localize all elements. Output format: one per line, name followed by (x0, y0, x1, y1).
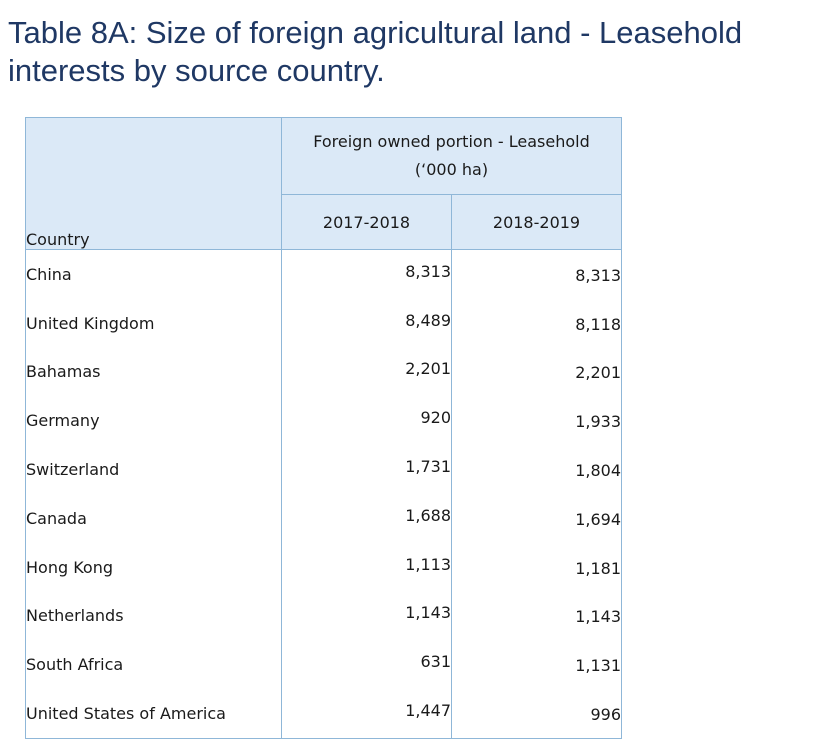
value-cell-2017-2018: 1,143 (281, 591, 452, 641)
table-row: Bahamas 2,201 2,201 (25, 347, 622, 397)
value-cell-2017-2018: 8,489 (281, 298, 452, 348)
group-header-line-2: (‘000 ha) (414, 160, 489, 179)
value-cell-2017-2018: 631 (281, 640, 452, 690)
table-row: South Africa 631 1,131 (25, 640, 622, 690)
value-cell-2018-2019: 8,118 (451, 298, 622, 348)
value-cell-2018-2019: 1,181 (451, 542, 622, 592)
group-header-line-1: Foreign owned portion - Leasehold (313, 132, 590, 151)
value-cell-2018-2019: 1,933 (451, 396, 622, 446)
value-cell-2018-2019: 1,131 (451, 640, 622, 690)
table-row: Netherlands 1,143 1,143 (25, 591, 622, 641)
country-cell: Germany (25, 396, 282, 446)
country-cell: South Africa (25, 640, 282, 690)
page-title: Table 8A: Size of foreign agricultural l… (8, 14, 834, 90)
value-cell-2017-2018: 8,313 (281, 249, 452, 299)
table-row: United Kingdom 8,489 8,118 (25, 298, 622, 348)
value-cell-2018-2019: 2,201 (451, 347, 622, 397)
table-row: Germany 920 1,933 (25, 396, 622, 446)
table-row: Switzerland 1,731 1,804 (25, 445, 622, 494)
value-cell-2018-2019: 1,804 (451, 445, 622, 494)
group-column-header: Foreign owned portion - Leasehold (‘000 … (281, 117, 622, 195)
country-cell: China (25, 249, 282, 299)
value-cell-2018-2019: 1,694 (451, 493, 622, 543)
country-cell: United States of America (25, 689, 282, 739)
value-cell-2017-2018: 1,731 (281, 445, 452, 494)
value-cell-2017-2018: 1,688 (281, 493, 452, 543)
country-cell: Bahamas (25, 347, 282, 397)
value-cell-2017-2018: 1,113 (281, 542, 452, 592)
country-column-header: Country (25, 117, 282, 250)
country-cell: Hong Kong (25, 542, 282, 592)
value-cell-2017-2018: 1,447 (281, 689, 452, 739)
table-row: United States of America 1,447 996 (25, 689, 622, 739)
value-cell-2018-2019: 996 (451, 689, 622, 739)
country-cell: Switzerland (25, 445, 282, 494)
value-cell-2018-2019: 1,143 (451, 591, 622, 641)
year-column-header-2018-2019: 2018-2019 (451, 194, 622, 250)
table-row: China 8,313 8,313 (25, 249, 622, 299)
value-cell-2017-2018: 2,201 (281, 347, 452, 397)
country-cell: Canada (25, 493, 282, 543)
year-column-header-2017-2018: 2017-2018 (281, 194, 452, 250)
value-cell-2017-2018: 920 (281, 396, 452, 446)
table-row: Hong Kong 1,113 1,181 (25, 542, 622, 592)
leasehold-table: Country Foreign owned portion - Leasehol… (25, 117, 622, 739)
title-line-2: interests by source country. (8, 53, 385, 88)
title-line-1: Table 8A: Size of foreign agricultural l… (8, 15, 743, 50)
table-body: China 8,313 8,313 United Kingdom 8,489 8… (25, 249, 622, 739)
table-row: Canada 1,688 1,694 (25, 493, 622, 543)
value-cell-2018-2019: 8,313 (451, 249, 622, 299)
table-header: Country Foreign owned portion - Leasehol… (25, 117, 622, 250)
country-cell: United Kingdom (25, 298, 282, 348)
country-cell: Netherlands (25, 591, 282, 641)
